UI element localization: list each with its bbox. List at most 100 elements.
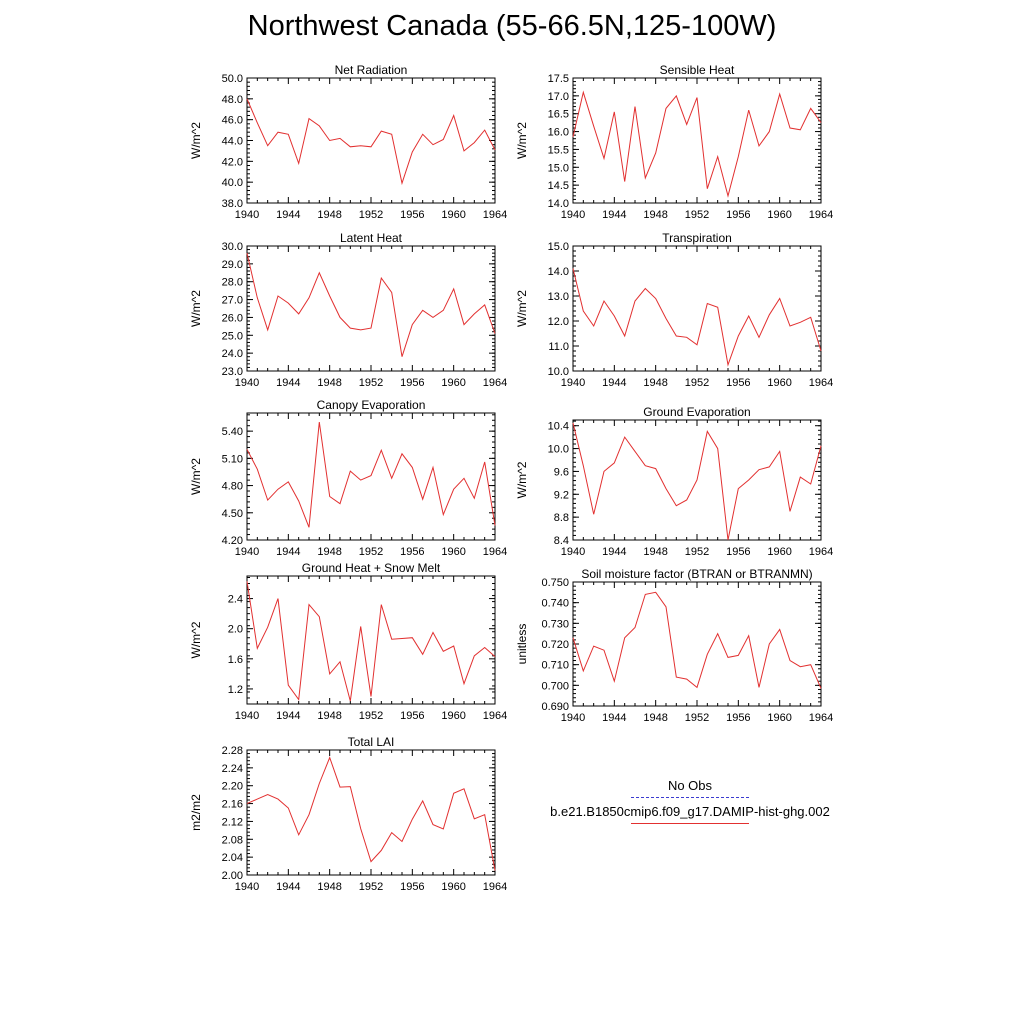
y-tick-label: 26.0 bbox=[222, 312, 243, 324]
x-tick-label: 1940 bbox=[561, 546, 585, 558]
series-line bbox=[572, 591, 822, 689]
x-tick-label: 1940 bbox=[235, 377, 259, 389]
x-tick-label: 1956 bbox=[400, 209, 424, 221]
x-tick-label: 1960 bbox=[767, 209, 791, 221]
x-tick-label: 1948 bbox=[643, 712, 667, 724]
y-tick-label: 4.80 bbox=[222, 481, 243, 493]
chart-title: Ground Heat + Snow Melt bbox=[302, 561, 441, 575]
y-tick-label: 23.0 bbox=[222, 366, 243, 378]
x-tick-label: 1964 bbox=[483, 377, 507, 389]
y-tick-label: 2.24 bbox=[222, 763, 243, 775]
y-tick-label: 8.8 bbox=[554, 512, 569, 524]
series-line bbox=[246, 756, 496, 871]
x-tick-label: 1948 bbox=[317, 377, 341, 389]
x-tick-label: 1960 bbox=[441, 209, 465, 221]
y-tick-label: 42.0 bbox=[222, 156, 243, 168]
y-tick-label: 10.0 bbox=[548, 366, 569, 378]
y-tick-label: 0.730 bbox=[541, 618, 569, 630]
y-tick-label: 44.0 bbox=[222, 136, 243, 148]
y-tick-label: 2.4 bbox=[228, 594, 243, 606]
y-tick-label: 46.0 bbox=[222, 115, 243, 127]
legend: No Obs b.e21.B1850cmip6.f09_g17.DAMIP-hi… bbox=[520, 778, 860, 830]
y-tick-label: 30.0 bbox=[222, 241, 243, 253]
y-tick-label: 13.0 bbox=[548, 291, 569, 303]
y-tick-label: 2.08 bbox=[222, 834, 243, 846]
y-tick-label: 14.5 bbox=[548, 180, 569, 192]
plot-frame bbox=[246, 749, 496, 876]
y-tick-label: 1.2 bbox=[228, 684, 243, 696]
x-tick-label: 1944 bbox=[602, 712, 626, 724]
x-tick-label: 1944 bbox=[276, 710, 300, 722]
y-tick-label: 16.5 bbox=[548, 109, 569, 121]
x-tick-label: 1952 bbox=[685, 377, 709, 389]
series-line bbox=[246, 98, 496, 186]
x-tick-label: 1964 bbox=[483, 546, 507, 558]
x-tick-label: 1956 bbox=[400, 377, 424, 389]
page-title: Northwest Canada (55-66.5N,125-100W) bbox=[247, 10, 777, 42]
y-tick-label: 4.50 bbox=[222, 508, 243, 520]
x-tick-label: 1940 bbox=[235, 710, 259, 722]
x-tick-label: 1956 bbox=[400, 710, 424, 722]
x-tick-label: 1940 bbox=[561, 209, 585, 221]
y-tick-label: 38.0 bbox=[222, 198, 243, 210]
x-tick-label: 1960 bbox=[441, 881, 465, 893]
x-tick-label: 1952 bbox=[685, 209, 709, 221]
x-tick-label: 1940 bbox=[235, 209, 259, 221]
plot-frame bbox=[572, 77, 822, 204]
chart-total-lai: Total LAI m2/m2 1940 1944 1948 1952 1956 1960 19… bbox=[189, 735, 507, 893]
chart-title: Canopy Evaporation bbox=[317, 398, 426, 412]
y-tick-label: 11.0 bbox=[548, 341, 569, 353]
y-tick-label: 2.12 bbox=[222, 816, 243, 828]
x-tick-label: 1960 bbox=[767, 546, 791, 558]
y-tick-label: 0.750 bbox=[541, 577, 569, 589]
chart-sensible-heat: Sensible Heat W/m^2 1940 1944 1948 1952 1956 19… bbox=[515, 63, 833, 221]
x-tick-label: 1948 bbox=[643, 209, 667, 221]
x-tick-label: 1960 bbox=[441, 377, 465, 389]
legend-label-obs: No Obs bbox=[667, 778, 713, 793]
x-tick-label: 1964 bbox=[809, 209, 833, 221]
y-tick-label: 24.0 bbox=[222, 348, 243, 360]
y-tick-label: 15.5 bbox=[548, 144, 569, 156]
x-tick-label: 1964 bbox=[483, 209, 507, 221]
chart-ground-evaporation: Ground Evaporation W/m^2 1940 1944 1948 1952 1… bbox=[515, 405, 833, 558]
x-tick-label: 1948 bbox=[643, 377, 667, 389]
x-tick-label: 1956 bbox=[400, 881, 424, 893]
y-tick-label: 17.0 bbox=[548, 91, 569, 103]
x-tick-label: 1956 bbox=[726, 377, 750, 389]
chart-title: Soil moisture factor (BTRAN or BTRANMN) bbox=[581, 567, 812, 581]
y-tick-label: 2.20 bbox=[222, 781, 243, 793]
y-tick-label: 12.0 bbox=[548, 316, 569, 328]
x-tick-label: 1952 bbox=[359, 881, 383, 893]
series-line bbox=[572, 268, 822, 367]
x-tick-label: 1952 bbox=[685, 712, 709, 724]
x-tick-label: 1940 bbox=[235, 546, 259, 558]
chart-title: Net Radiation bbox=[335, 63, 408, 77]
y-tick-label: 14.0 bbox=[548, 266, 569, 278]
plot-frame bbox=[246, 575, 496, 705]
y-axis-label: W/m^2 bbox=[189, 458, 203, 495]
y-tick-label: 5.40 bbox=[222, 426, 243, 438]
y-tick-label: 5.10 bbox=[222, 453, 243, 465]
x-tick-label: 1964 bbox=[809, 377, 833, 389]
plot-frame bbox=[246, 412, 496, 541]
x-tick-label: 1940 bbox=[235, 881, 259, 893]
chart-latent-heat: Latent Heat W/m^2 1940 1944 1948 1952 1956 1960… bbox=[189, 231, 507, 389]
x-tick-label: 1952 bbox=[359, 546, 383, 558]
y-tick-label: 14.0 bbox=[548, 198, 569, 210]
chart-title: Latent Heat bbox=[340, 231, 403, 245]
y-axis-label: W/m^2 bbox=[189, 290, 203, 327]
y-tick-label: 15.0 bbox=[548, 241, 569, 253]
y-tick-label: 16.0 bbox=[548, 127, 569, 139]
x-tick-label: 1944 bbox=[602, 377, 626, 389]
plot-frame bbox=[246, 77, 496, 204]
x-tick-label: 1956 bbox=[400, 546, 424, 558]
y-tick-label: 0.690 bbox=[541, 701, 569, 713]
series-line bbox=[246, 581, 496, 702]
y-axis-label: W/m^2 bbox=[189, 122, 203, 159]
y-tick-label: 0.720 bbox=[541, 639, 569, 651]
x-tick-label: 1948 bbox=[317, 546, 341, 558]
x-tick-label: 1944 bbox=[602, 209, 626, 221]
y-tick-label: 9.2 bbox=[554, 489, 569, 501]
x-tick-label: 1948 bbox=[317, 710, 341, 722]
